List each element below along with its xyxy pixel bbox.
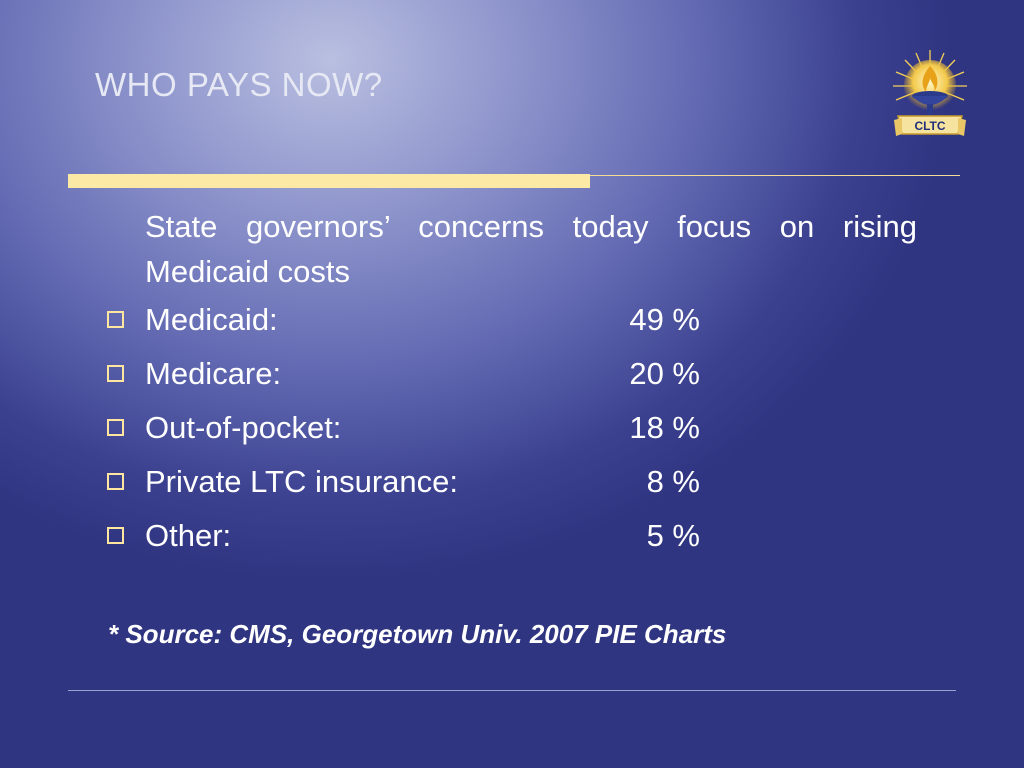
slide-title: WHO PAYS NOW? xyxy=(95,66,383,103)
payer-share: 18 % xyxy=(629,410,700,445)
cltc-logo: CLTC xyxy=(893,50,967,136)
list-item: Out-of-pocket: 18 % xyxy=(107,410,727,464)
accent-bar xyxy=(68,174,590,188)
payer-share: 49 % xyxy=(629,302,700,337)
payer-label: Medicaid: xyxy=(145,302,278,337)
accent-line xyxy=(590,175,960,176)
square-bullet-icon xyxy=(107,473,124,490)
list-item: Other: 5 % xyxy=(107,518,727,572)
payer-label: Other: xyxy=(145,518,232,553)
square-bullet-icon xyxy=(107,365,124,382)
square-bullet-icon xyxy=(107,527,124,544)
square-bullet-icon xyxy=(107,311,124,328)
payer-share: 8 % xyxy=(646,464,700,499)
payer-label: Private LTC insurance: xyxy=(145,464,458,499)
payer-label: Medicare: xyxy=(145,356,282,391)
logo-text: CLTC xyxy=(914,119,945,133)
payer-share: 5 % xyxy=(646,518,700,553)
source-citation: * Source: CMS, Georgetown Univ. 2007 PIE… xyxy=(108,619,727,649)
list-item: Private LTC insurance: 8 % xyxy=(107,464,727,518)
payer-list: Medicaid: 49 % Medicare: 20 % Out-of-poc… xyxy=(107,302,727,572)
list-item: Medicaid: 49 % xyxy=(107,302,727,356)
payer-share: 20 % xyxy=(629,356,700,391)
intro-text: State governors’ concerns today focus on… xyxy=(145,209,917,289)
payer-label: Out-of-pocket: xyxy=(145,410,342,445)
footer-divider xyxy=(68,690,956,691)
square-bullet-icon xyxy=(107,419,124,436)
list-item: Medicare: 20 % xyxy=(107,356,727,410)
